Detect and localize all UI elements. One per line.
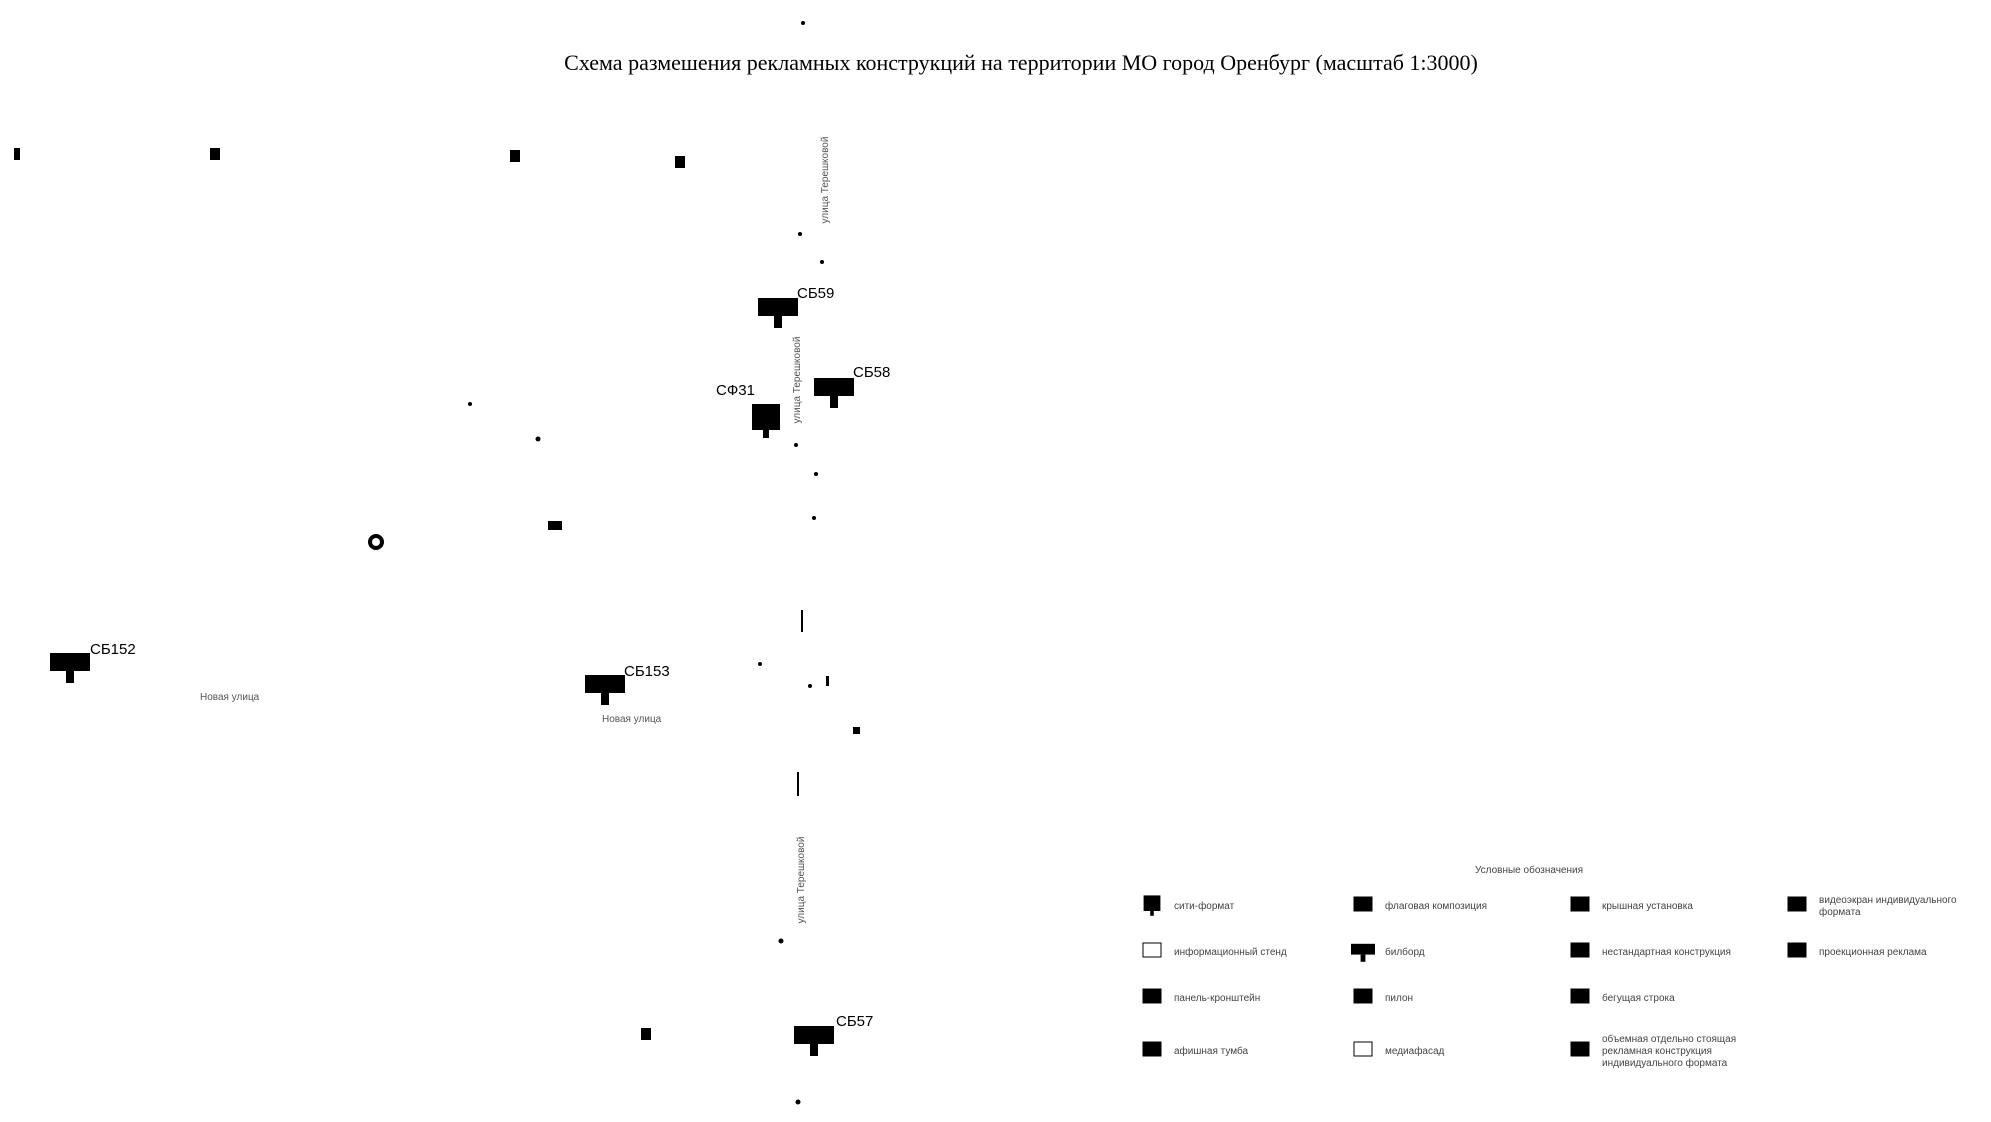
legend-label: информационный стенд [1174, 946, 1287, 958]
marker-label: СФ31 [716, 382, 755, 399]
legend-label: видеоэкран индивидуального формата [1819, 895, 1957, 918]
legend-icon [1570, 1041, 1590, 1057]
legend-label: нестандартная конструкция [1602, 947, 1731, 958]
legend-label-line: индивидуального формата [1602, 1057, 1728, 1069]
billboard-panel [585, 675, 625, 693]
legend-label: бегущая строка [1602, 992, 1675, 1004]
legend-icon [1353, 988, 1373, 1004]
legend-label: объемная отдельно стоящая рекламная конст… [1602, 1033, 1736, 1069]
city-panel [1143, 895, 1161, 911]
legend-label-line: рекламная конструкция [1602, 1046, 1712, 1057]
legend-icon [1142, 1041, 1162, 1057]
legend-icon [1142, 942, 1162, 958]
billboard-post [66, 671, 74, 683]
legend-icon [1353, 1041, 1373, 1057]
billboard-panel [814, 378, 854, 396]
marker-label: СБ58 [853, 364, 890, 381]
legend-label: медиафасад [1385, 1045, 1445, 1057]
marker-label: СБ153 [624, 663, 670, 680]
marker-label: СБ152 [90, 641, 136, 658]
billboard-post [830, 396, 838, 408]
legend-label: проекционная реклама [1819, 947, 1927, 958]
marker-label: СБ57 [836, 1013, 873, 1030]
legend-label-line: объемная отдельно стоящая [1602, 1033, 1736, 1045]
legend-icon [1353, 896, 1373, 912]
legend-label: крышная установка [1602, 901, 1693, 912]
city-panel [752, 404, 780, 430]
billboard-panel [50, 653, 90, 671]
street-label: Новая улица [602, 714, 662, 725]
city-post [763, 430, 769, 438]
markers: СБ59 СБ58 СФ31 СБ152 СБ153 СБ57 [50, 285, 890, 1056]
marker-label: СБ59 [797, 285, 834, 302]
legend-icon [1570, 988, 1590, 1004]
billboard-post [1360, 954, 1366, 962]
billboard-panel [758, 298, 798, 316]
legend-title: Условные обозначения [1475, 864, 1583, 876]
billboard-panel [1351, 943, 1375, 955]
billboard-post [601, 693, 609, 705]
legend-label: сити-формат [1174, 900, 1235, 912]
map-title: Схема размешения рекламных конструкций н… [564, 50, 1478, 75]
legend-label: флаговая композиция [1385, 900, 1487, 912]
street-label: улица Терешковой [796, 837, 807, 924]
legend-label-line: формата [1819, 906, 1861, 918]
street-label: улица Терешковой [792, 337, 803, 424]
legend-icon [1787, 942, 1807, 958]
legend-icon [1787, 896, 1807, 912]
map-dots [14, 21, 860, 1105]
legend-label-line: видеоэкран индивидуального [1819, 895, 1957, 906]
legend-label: билборд [1385, 946, 1425, 958]
street-label: Новая улица [200, 692, 260, 703]
city-post [1150, 911, 1154, 916]
street-label: улица Терешковой [820, 137, 831, 224]
billboard-post [774, 316, 782, 328]
billboard-post [810, 1044, 818, 1056]
billboard-panel [794, 1026, 834, 1044]
legend-icon [1570, 942, 1590, 958]
legend-icon [1142, 988, 1162, 1004]
streets: улица Терешковой улица Терешковой улица Те… [200, 137, 831, 924]
legend-label: афишная тумба [1174, 1045, 1249, 1057]
legend-label: панель-кронштейн [1174, 993, 1260, 1004]
legend-label: пилон [1385, 993, 1413, 1004]
legend-icon [1570, 896, 1590, 912]
legend: сити-формат флаговая композиция крышная ус… [1142, 895, 1957, 1069]
